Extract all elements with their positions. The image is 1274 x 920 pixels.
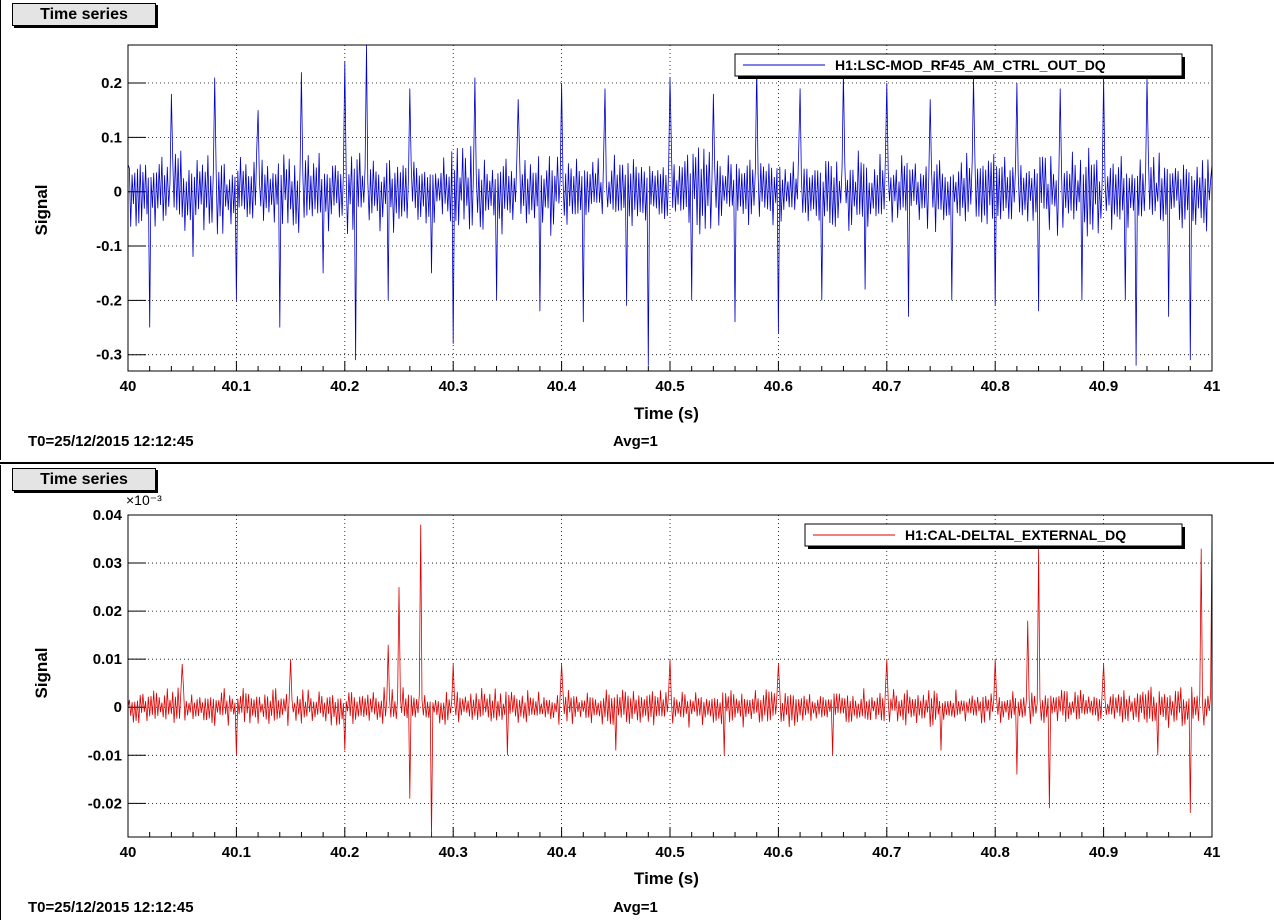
y-tick-label: 0: [114, 699, 122, 716]
plot-frame: [127, 44, 1213, 372]
legend-label: H1:LSC-MOD_RF45_AM_CTRL_OUT_DQ: [835, 57, 1106, 73]
y-tick-label: 0.03: [93, 555, 122, 572]
y-tick-label: 0.01: [93, 651, 122, 668]
x-tick-label: 40: [120, 844, 137, 861]
x-tick-label: 40.2: [330, 844, 359, 861]
y-tick-label: 0: [114, 184, 122, 201]
y-tick-label: 0.2: [101, 75, 122, 92]
y-tick-label: 0.1: [101, 129, 122, 146]
x-axis-label: Time (s): [634, 404, 699, 423]
time-series-tab[interactable]: Time series: [12, 3, 156, 26]
x-tick-label: 40.4: [547, 844, 577, 861]
x-tick-label: 40.7: [872, 378, 901, 395]
legend: H1:LSC-MOD_RF45_AM_CTRL_OUT_DQ: [734, 53, 1185, 79]
avg-label: Avg=1: [613, 899, 658, 916]
x-tick-label: 40.6: [764, 844, 793, 861]
time-series-tab[interactable]: Time series: [12, 468, 156, 491]
x-tick-label: 40.8: [981, 844, 1010, 861]
x-tick-label: 40.5: [655, 378, 684, 395]
x-tick-label: 41: [1204, 378, 1221, 395]
panel-divider: [0, 462, 1274, 464]
series-line: [128, 524, 1212, 837]
x-tick-label: 40.1: [222, 844, 251, 861]
x-tick-label: 40.5: [655, 844, 684, 861]
x-tick-label: 40.6: [764, 378, 793, 395]
panel-time-series-2: Time series Signal Time (s) T0=25/12/201…: [0, 465, 1274, 920]
y-tick-label: -0.2: [96, 292, 122, 309]
y-tick-label: -0.3: [96, 347, 122, 364]
t0-label: T0=25/12/2015 12:12:45: [28, 899, 194, 916]
y-exponent-label: ×10⁻³: [126, 492, 162, 508]
left-border: [0, 465, 1, 920]
y-tick-label: 0.04: [93, 507, 123, 524]
y-tick-label: -0.1: [96, 238, 122, 255]
x-tick-label: 40.3: [439, 378, 468, 395]
x-tick-label: 40.3: [439, 844, 468, 861]
grid: [128, 45, 1212, 371]
x-tick-label: 40.4: [547, 378, 577, 395]
series-line: [128, 45, 1212, 366]
x-tick-label: 40.7: [872, 844, 901, 861]
legend-label: H1:CAL-DELTAL_EXTERNAL_DQ: [905, 527, 1126, 543]
avg-label: Avg=1: [613, 433, 658, 450]
x-tick-label: 41: [1204, 844, 1221, 861]
legend: H1:CAL-DELTAL_EXTERNAL_DQ: [804, 523, 1185, 549]
t0-label: T0=25/12/2015 12:12:45: [28, 433, 194, 450]
y-tick-label: -0.01: [88, 747, 122, 764]
legend-box: [734, 53, 1183, 77]
left-border: [0, 0, 1, 460]
x-tick-label: 40.9: [1089, 844, 1118, 861]
x-tick-label: 40.1: [222, 378, 251, 395]
chart-plot-2[interactable]: 40 40.1 40.2 40.3 40.4 40.5 40.6 40.7 40.8 40.9 41…: [0, 465, 1274, 920]
legend-box: [804, 523, 1183, 547]
x-tick-label: 40: [120, 378, 137, 395]
x-tick-label: 40.9: [1089, 378, 1118, 395]
x-tick-label: 40.2: [330, 378, 359, 395]
x-axis-label: Time (s): [634, 869, 699, 888]
plot-frame: [127, 514, 1213, 838]
y-tick-label: 0.02: [93, 603, 122, 620]
chart-plot-1[interactable]: 40 40.1 40.2 40.3 40.4 40.5 40.6 40.7 40.8 40.9 41…: [0, 0, 1274, 460]
panel-time-series-1: Time series Signal Time (s) T0=25/12/201…: [0, 0, 1274, 460]
y-tick-label: -0.02: [88, 795, 122, 812]
x-tick-label: 40.8: [981, 378, 1010, 395]
